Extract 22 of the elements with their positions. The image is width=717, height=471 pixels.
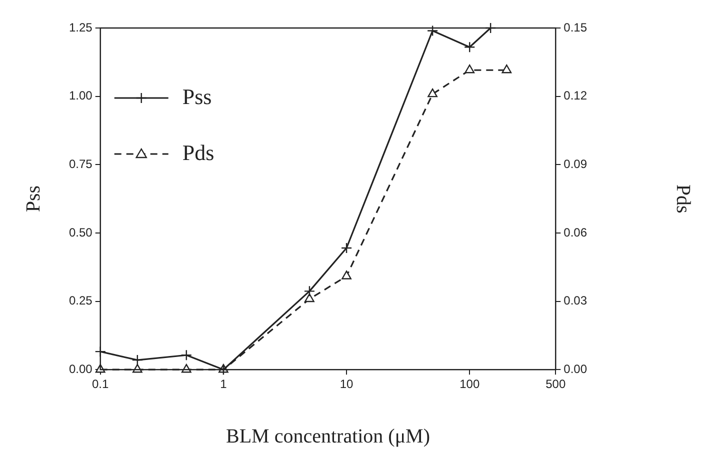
x-tick-label: 0.1: [92, 377, 110, 392]
y-tick-label: 1.00: [68, 88, 93, 103]
y2-axis-title: Pds: [672, 184, 694, 214]
x-axis-title: BLM concentration (μM): [226, 425, 430, 448]
y-tick-label: 0.75: [68, 156, 93, 171]
y-axis-title: Pss: [22, 185, 44, 212]
x-tick-label: 1: [220, 377, 228, 392]
y-tick-label: 0.50: [68, 225, 93, 240]
y2-tick-label: 0.00: [564, 362, 588, 376]
y2-tick-label: 0.12: [564, 88, 588, 103]
legend-label: Pss: [182, 84, 212, 109]
y2-tick-label: 0.06: [564, 225, 588, 240]
y-tick-label: 1.25: [68, 20, 93, 34]
x-tick-label: 500: [546, 377, 566, 392]
x-tick-label: 100: [460, 377, 480, 392]
y2-tick-label: 0.03: [564, 294, 588, 308]
x-tick-label: 10: [340, 377, 354, 392]
y-tick-label: 0.00: [68, 362, 93, 376]
y2-tick-label: 0.09: [564, 156, 588, 171]
legend-label: Pds: [182, 140, 214, 165]
y-tick-label: 0.25: [68, 294, 93, 308]
y2-tick-label: 0.15: [564, 20, 588, 34]
